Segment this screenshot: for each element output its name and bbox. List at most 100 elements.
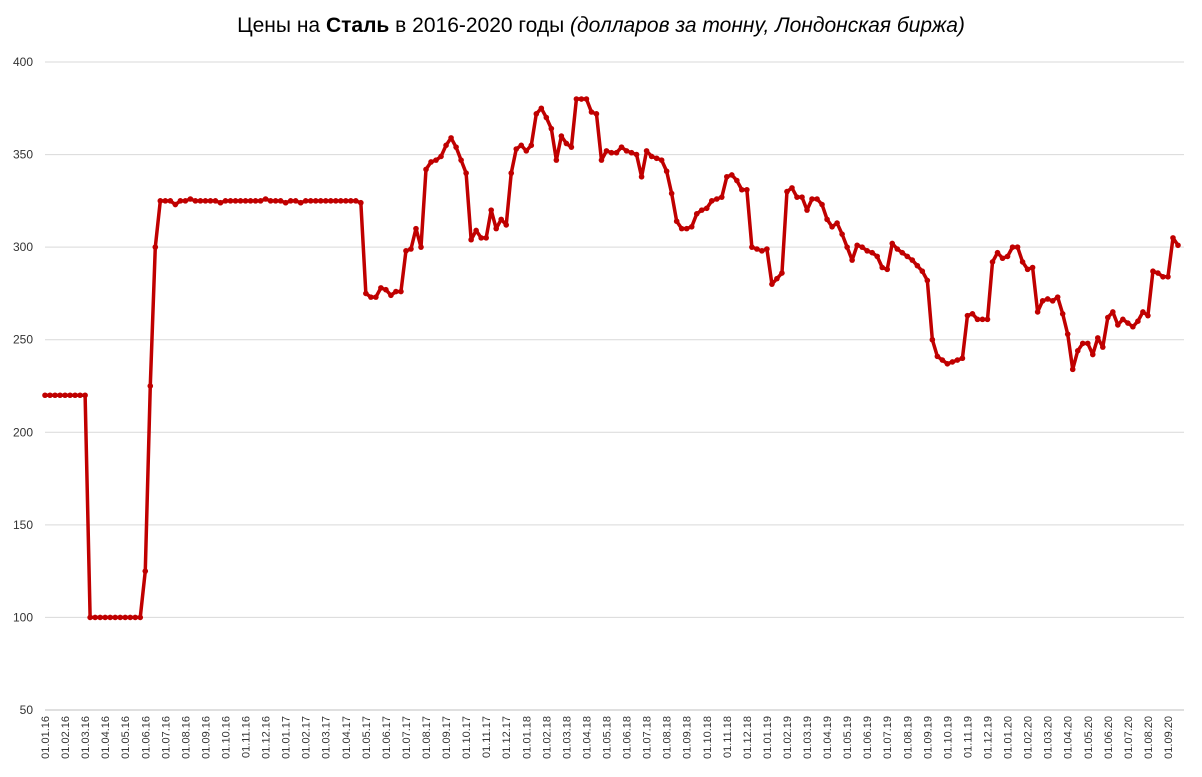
data-point (237, 198, 244, 204)
x-tick-label: 01.11.18 (722, 716, 734, 758)
data-point (383, 286, 389, 293)
data-point (814, 196, 820, 202)
y-tick-label: 150 (13, 518, 33, 532)
data-point (949, 359, 956, 365)
data-point (919, 268, 926, 275)
x-tick-label: 01.10.16 (220, 716, 232, 759)
data-point (478, 235, 484, 241)
data-point (558, 133, 565, 139)
data-point (583, 96, 590, 102)
x-tick-label: 01.04.17 (341, 716, 353, 759)
x-tick-label: 01.09.18 (682, 716, 694, 759)
data-point (869, 249, 875, 256)
data-point (282, 199, 289, 206)
data-point (503, 222, 510, 228)
data-point (1029, 264, 1036, 271)
x-tick-label: 01.09.20 (1163, 716, 1175, 759)
data-point (408, 246, 414, 252)
data-point (1170, 235, 1176, 241)
data-point (904, 253, 911, 260)
data-point (598, 157, 605, 163)
data-point (373, 294, 379, 300)
data-point (548, 125, 555, 132)
data-point (1115, 322, 1121, 328)
data-point (668, 190, 675, 197)
data-point (292, 198, 299, 204)
x-tick-label: 01.11.17 (481, 716, 493, 758)
data-point (398, 288, 404, 295)
data-point (1110, 309, 1116, 315)
data-point (62, 392, 68, 399)
data-point (102, 614, 108, 621)
data-point (889, 240, 896, 247)
data-point (809, 196, 815, 202)
data-point (1089, 351, 1096, 358)
data-point (197, 198, 204, 204)
data-point (533, 111, 540, 117)
data-point (899, 249, 906, 256)
data-point (1049, 298, 1056, 304)
data-point (42, 392, 48, 399)
x-tick-label: 01.12.19 (982, 716, 994, 759)
data-point (764, 246, 770, 252)
data-point (438, 153, 444, 160)
data-point (759, 248, 765, 254)
x-tick-label: 01.06.16 (140, 716, 152, 759)
data-point (734, 177, 740, 184)
data-point (553, 157, 560, 163)
x-tick-label: 01.08.20 (1143, 716, 1155, 759)
x-tick-label: 01.03.18 (561, 716, 573, 759)
data-point (628, 149, 635, 156)
data-point (433, 157, 439, 163)
data-point (994, 249, 1001, 256)
data-point (267, 198, 274, 204)
x-tick-label: 01.06.20 (1103, 716, 1115, 759)
data-point (939, 357, 946, 363)
x-tick-label: 01.06.18 (622, 716, 634, 759)
data-point (724, 173, 730, 180)
data-point (954, 357, 961, 363)
data-point (658, 157, 665, 163)
x-tick-label: 01.08.17 (421, 716, 433, 759)
data-point (423, 166, 429, 173)
data-point (1074, 348, 1081, 354)
x-tick-label: 01.02.19 (782, 716, 794, 759)
data-point (643, 148, 650, 154)
data-point (979, 316, 986, 323)
data-point (152, 244, 159, 250)
data-point (739, 186, 745, 193)
data-point (157, 198, 164, 204)
data-point (112, 614, 118, 621)
x-tick-label: 01.03.20 (1043, 716, 1055, 759)
x-tick-label: 01.07.16 (160, 716, 172, 759)
data-point (242, 198, 249, 204)
data-point (989, 259, 996, 265)
data-point (207, 198, 214, 204)
data-point (413, 225, 419, 232)
data-point (142, 568, 149, 574)
data-point (774, 275, 780, 282)
data-point (1044, 296, 1051, 302)
data-point (403, 248, 409, 254)
x-tick-label: 01.10.19 (942, 716, 954, 759)
data-point (834, 220, 840, 226)
data-point (779, 270, 785, 276)
data-point (252, 198, 259, 204)
data-point (839, 231, 845, 237)
data-point (107, 614, 113, 621)
data-point (513, 146, 520, 152)
data-point (708, 198, 715, 204)
data-point (67, 392, 73, 399)
data-point (262, 196, 269, 202)
data-point (934, 353, 941, 360)
x-tick-label: 01.02.20 (1023, 716, 1035, 759)
data-point (794, 194, 800, 200)
x-tick-label: 01.03.19 (802, 716, 814, 759)
x-tick-label: 01.08.18 (662, 716, 674, 759)
y-tick-label: 50 (20, 703, 34, 717)
data-point (613, 149, 620, 156)
data-point (1094, 335, 1101, 341)
data-point (92, 614, 98, 621)
x-tick-label: 01.11.19 (962, 716, 974, 758)
data-point (127, 614, 134, 621)
